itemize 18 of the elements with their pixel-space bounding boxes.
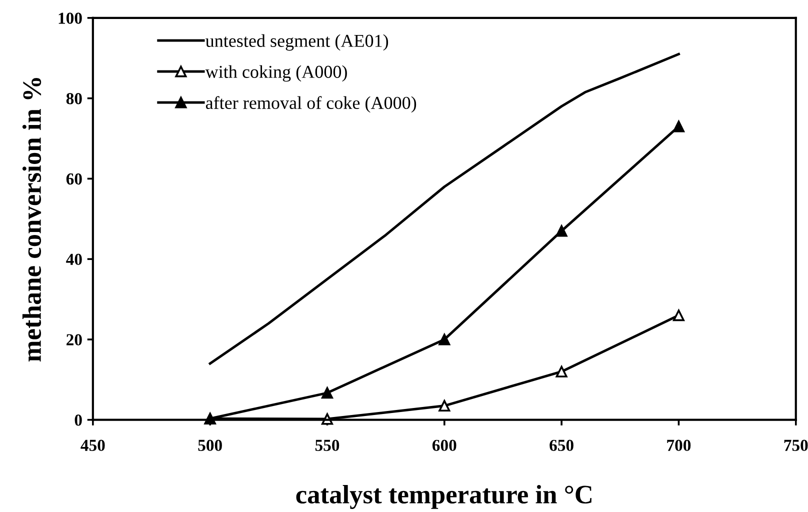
y-tick-label: 0 xyxy=(74,414,82,426)
y-tick-label: 40 xyxy=(66,254,82,266)
legend-label: with coking (A000) xyxy=(205,65,347,82)
x-tick-label: 450 xyxy=(80,440,105,452)
x-tick-label: 600 xyxy=(432,440,456,452)
y-tick-label: 100 xyxy=(58,12,82,24)
y-axis-title: methane conversion in % xyxy=(22,78,42,362)
x-axis-title: catalyst temperature in °C xyxy=(296,484,592,509)
y-tick-label: 80 xyxy=(66,93,82,104)
x-tick-label: 750 xyxy=(784,440,808,452)
legend-label: untested segment (AE01) xyxy=(206,34,388,51)
x-tick-label: 650 xyxy=(550,440,574,452)
legend-label: after removal of coke (A000) xyxy=(206,96,416,113)
x-tick-label: 500 xyxy=(198,440,222,452)
x-tick-label: 550 xyxy=(315,440,340,452)
y-tick-label: 20 xyxy=(66,334,82,346)
x-tick-label: 700 xyxy=(667,440,691,452)
y-tick-label: 60 xyxy=(66,173,82,185)
